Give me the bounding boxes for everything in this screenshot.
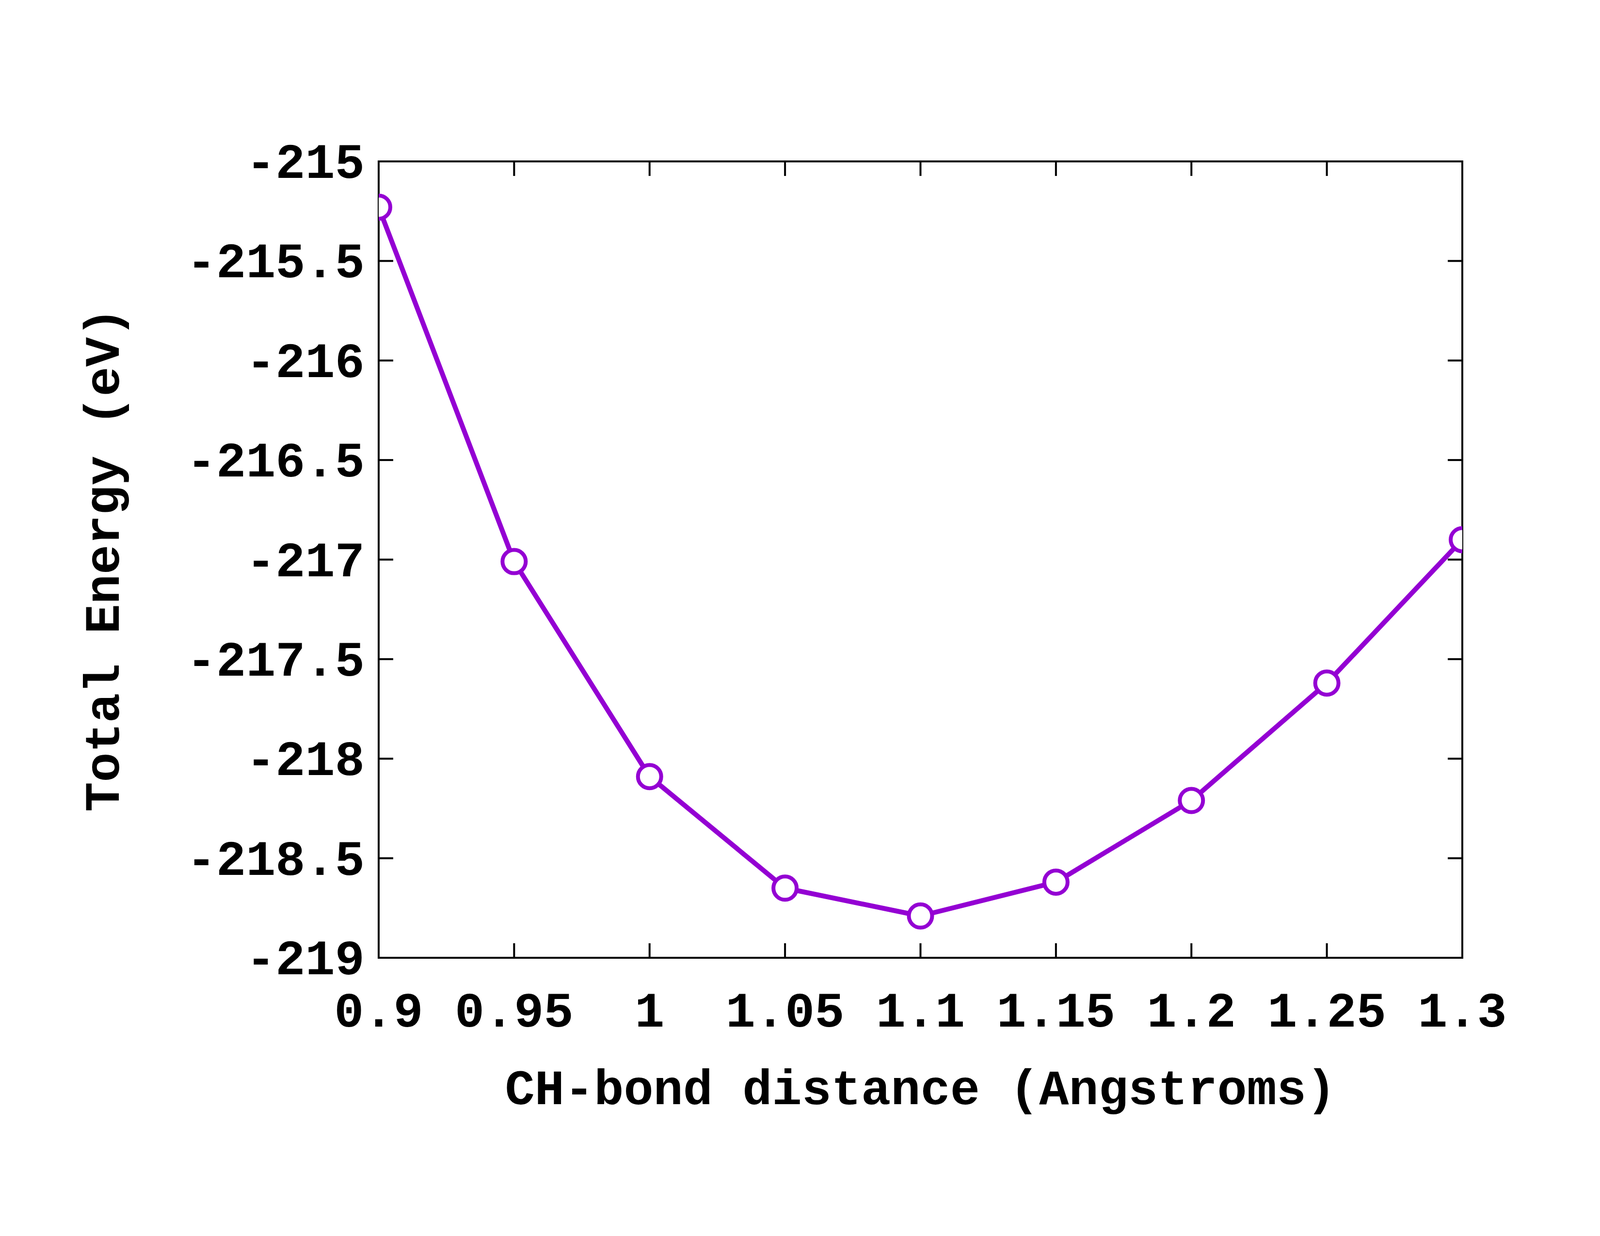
x-tick-label: 1.05 <box>725 985 845 1042</box>
x-tick-label: 1.3 <box>1417 985 1507 1042</box>
y-tick <box>378 757 394 760</box>
y-tick-label: -217 <box>245 535 365 592</box>
y-tick-label: -215.5 <box>186 236 365 293</box>
x-axis-label: CH-bond distance (Angstroms) <box>505 1063 1337 1120</box>
x-tick-label: 1.1 <box>876 985 966 1042</box>
plot-area <box>378 195 1463 928</box>
data-point <box>638 765 662 789</box>
x-tick-label: 1.25 <box>1267 985 1387 1042</box>
chart-svg: 0.9 0.95 1 1.05 1.1 1.15 1.2 1.25 1.3 -219 -218.5 -… <box>0 0 1600 1236</box>
x-tick-mirror <box>1326 161 1328 176</box>
y-tick-label: -218.5 <box>186 833 365 891</box>
x-tick <box>648 943 651 959</box>
x-tick <box>919 943 922 959</box>
y-tick-mirror <box>1447 559 1463 561</box>
data-point <box>773 876 797 900</box>
y-tick <box>378 259 394 262</box>
data-line <box>378 207 1463 916</box>
data-point <box>1179 789 1203 813</box>
x-tick <box>512 943 515 959</box>
x-tick-label: 1.15 <box>996 985 1116 1042</box>
y-tick-label: -216 <box>245 336 365 393</box>
y-tick-mirror <box>1447 757 1463 760</box>
y-tick <box>378 658 394 661</box>
data-point <box>909 904 933 928</box>
data-point <box>1315 671 1339 695</box>
y-tick <box>378 359 394 362</box>
y-tick-mirror <box>1447 359 1463 362</box>
x-tick <box>1326 943 1328 959</box>
y-tick-label: -219 <box>245 933 365 990</box>
x-tick-mirror <box>919 161 922 176</box>
y-tick-label: -218 <box>245 734 365 791</box>
x-tick-mirror <box>648 161 651 176</box>
y-tick-label: -216.5 <box>186 435 365 492</box>
y-axis-label: Total Energy (eV) <box>77 307 134 813</box>
data-point <box>378 195 391 219</box>
y-tick <box>378 459 394 462</box>
y-tick-mirror <box>1447 658 1463 661</box>
x-tick-label: 1.2 <box>1146 985 1236 1042</box>
y-tick-mirror <box>1447 259 1463 262</box>
y-tick-label: -217.5 <box>186 634 365 691</box>
data-point <box>502 550 526 574</box>
x-tick-label: 0.95 <box>454 985 574 1042</box>
x-tick-mirror <box>1055 161 1057 176</box>
x-tick <box>1055 943 1057 959</box>
data-point <box>1450 528 1463 552</box>
y-tick-label: -215 <box>245 136 365 193</box>
x-tick-mirror <box>1190 161 1193 176</box>
x-tick-mirror <box>512 161 515 176</box>
y-tick <box>378 857 394 860</box>
x-tick-label: 0.9 <box>334 985 424 1042</box>
y-tick-mirror <box>1447 459 1463 462</box>
x-tick <box>784 943 786 959</box>
y-tick-mirror <box>1447 857 1463 860</box>
x-tick <box>1190 943 1193 959</box>
x-tick-mirror <box>784 161 786 176</box>
y-tick <box>378 559 394 561</box>
chart: 0.9 0.95 1 1.05 1.1 1.15 1.2 1.25 1.3 -219 -218.5 -… <box>0 0 1600 1236</box>
plot-frame <box>378 161 1463 959</box>
data-point <box>1044 870 1068 895</box>
background <box>0 0 1600 1236</box>
x-tick-label: 1 <box>634 985 665 1042</box>
